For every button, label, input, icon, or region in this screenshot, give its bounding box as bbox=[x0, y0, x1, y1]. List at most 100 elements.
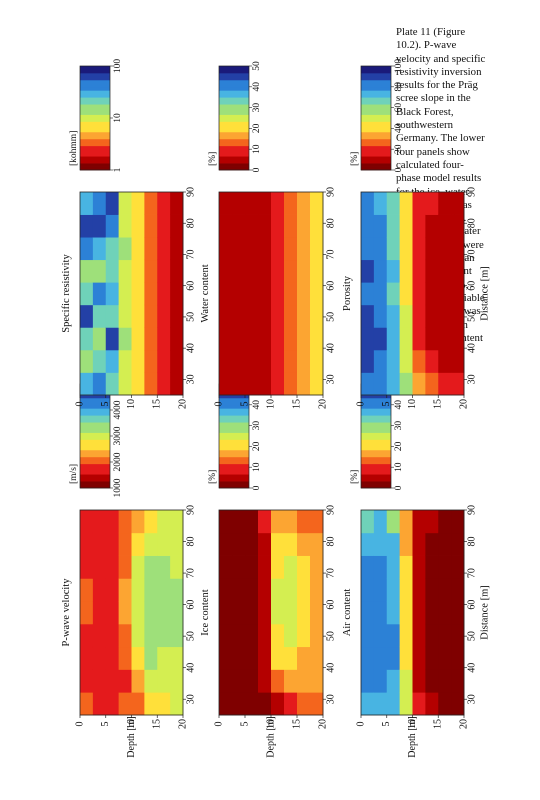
heatmap-cell bbox=[297, 259, 311, 283]
heatmap-cell bbox=[80, 237, 94, 261]
heatmap-cell bbox=[80, 692, 94, 716]
heatmap-cell bbox=[386, 304, 401, 328]
colorbar-swatch bbox=[219, 404, 249, 409]
distance-tick-label: 80 bbox=[466, 218, 477, 228]
heatmap-cell bbox=[399, 304, 413, 328]
depth-tick-label: 5 bbox=[381, 722, 392, 727]
heatmap-cell bbox=[144, 601, 158, 625]
heatmap-cell bbox=[386, 578, 401, 602]
heatmap-cell bbox=[258, 510, 272, 534]
heatmap-cell bbox=[284, 510, 298, 534]
heatmap-cell bbox=[412, 578, 426, 602]
heatmap-cell bbox=[271, 601, 285, 625]
caption-line: velocity and specific bbox=[396, 52, 486, 65]
depth-tick-label: 10 bbox=[407, 719, 418, 729]
heatmap-cell bbox=[258, 304, 272, 328]
heatmap-cell bbox=[170, 601, 184, 625]
colorbar-swatch bbox=[219, 397, 249, 402]
heatmap-cell bbox=[118, 623, 132, 648]
heatmap-cell bbox=[412, 623, 426, 648]
colorbar-swatch bbox=[219, 118, 249, 122]
heatmap-cell bbox=[297, 327, 311, 351]
colorbar-swatch bbox=[80, 460, 110, 465]
heatmap-cell bbox=[386, 532, 401, 556]
heatmap-cell bbox=[144, 327, 158, 351]
colorbar-swatch bbox=[361, 446, 391, 451]
heatmap-cell bbox=[284, 646, 298, 670]
heatmap-cell bbox=[80, 282, 94, 306]
colorbar-swatch bbox=[80, 90, 110, 95]
colorbar-tick-label: 30 bbox=[252, 103, 262, 113]
heatmap-cell bbox=[271, 372, 285, 396]
heatmap-cell bbox=[105, 192, 120, 215]
heatmap-cell bbox=[157, 192, 171, 215]
heatmap-cell bbox=[258, 214, 272, 238]
colorbar-unit: [%] bbox=[350, 152, 360, 166]
heatmap-cell bbox=[131, 532, 145, 556]
heatmap-cell bbox=[144, 282, 158, 306]
colorbar-swatch bbox=[219, 484, 249, 489]
distance-tick-label: 90 bbox=[466, 187, 477, 197]
heatmap-cell bbox=[425, 327, 439, 351]
heatmap-cell bbox=[297, 282, 311, 306]
distance-tick-label: 70 bbox=[325, 249, 336, 259]
heatmap-cell bbox=[438, 214, 452, 238]
colorbar-swatch bbox=[80, 166, 110, 171]
colorbar-swatch bbox=[361, 66, 391, 70]
depth-tick-label: 20 bbox=[177, 399, 188, 409]
colorbar-swatch bbox=[361, 436, 391, 440]
heatmap-cell bbox=[297, 237, 311, 261]
heatmap-cell bbox=[144, 578, 158, 602]
heatmap-cell bbox=[80, 555, 94, 579]
heatmap-cell bbox=[219, 601, 233, 625]
heatmap-cell bbox=[258, 349, 272, 373]
heatmap-cell bbox=[170, 646, 184, 670]
heatmap-cell bbox=[131, 327, 145, 351]
heatmap-cell bbox=[271, 237, 285, 261]
heatmap-cell bbox=[219, 623, 233, 648]
distance-tick-label: 50 bbox=[325, 631, 336, 641]
panel-title: Porosity bbox=[342, 275, 353, 311]
colorbar-swatch bbox=[80, 104, 110, 108]
colorbar-tick-label: 80 bbox=[394, 82, 404, 92]
heatmap-cell bbox=[105, 510, 120, 534]
colorbar-swatch bbox=[80, 72, 110, 77]
heatmap-cell bbox=[144, 623, 158, 648]
colorbar-swatch bbox=[80, 131, 110, 136]
heatmap-cell bbox=[144, 304, 158, 328]
colorbar-swatch bbox=[361, 114, 391, 119]
heatmap-cell bbox=[361, 349, 375, 373]
heatmap-cell bbox=[131, 282, 145, 306]
heatmap-cell bbox=[399, 349, 413, 373]
heatmap-cell bbox=[438, 259, 452, 283]
panel-title: P-wave velocity bbox=[61, 578, 72, 647]
heatmap-cell bbox=[297, 623, 311, 648]
colorbar-swatch bbox=[80, 138, 110, 143]
heatmap-cell bbox=[310, 372, 324, 396]
heatmap-cell bbox=[157, 669, 171, 693]
heatmap-cell bbox=[425, 372, 439, 396]
heatmap-cell bbox=[297, 349, 311, 373]
heatmap-cell bbox=[245, 601, 259, 625]
heatmap-cell bbox=[310, 327, 324, 351]
colorbar-swatch bbox=[361, 477, 391, 482]
heatmap-cell bbox=[271, 532, 285, 556]
heatmap-cell bbox=[310, 282, 324, 306]
colorbar-swatch bbox=[80, 442, 110, 447]
heatmap-cell bbox=[170, 327, 184, 351]
distance-tick-label: 40 bbox=[325, 343, 336, 353]
heatmap-cell bbox=[232, 282, 246, 306]
heatmap-cell bbox=[361, 214, 375, 238]
distance-axis-label: Distance [m] bbox=[479, 266, 490, 321]
colorbar-swatch bbox=[219, 131, 249, 136]
heatmap-cell bbox=[219, 555, 233, 579]
heatmap-cell bbox=[284, 623, 298, 648]
heatmap-cell bbox=[399, 510, 413, 534]
colorbar-swatch bbox=[219, 463, 249, 468]
heatmap-cell bbox=[297, 555, 311, 579]
heatmap-cell bbox=[92, 623, 107, 648]
heatmap-cell bbox=[451, 237, 465, 261]
heatmap-cell bbox=[451, 192, 465, 215]
colorbar-swatch bbox=[361, 135, 391, 140]
